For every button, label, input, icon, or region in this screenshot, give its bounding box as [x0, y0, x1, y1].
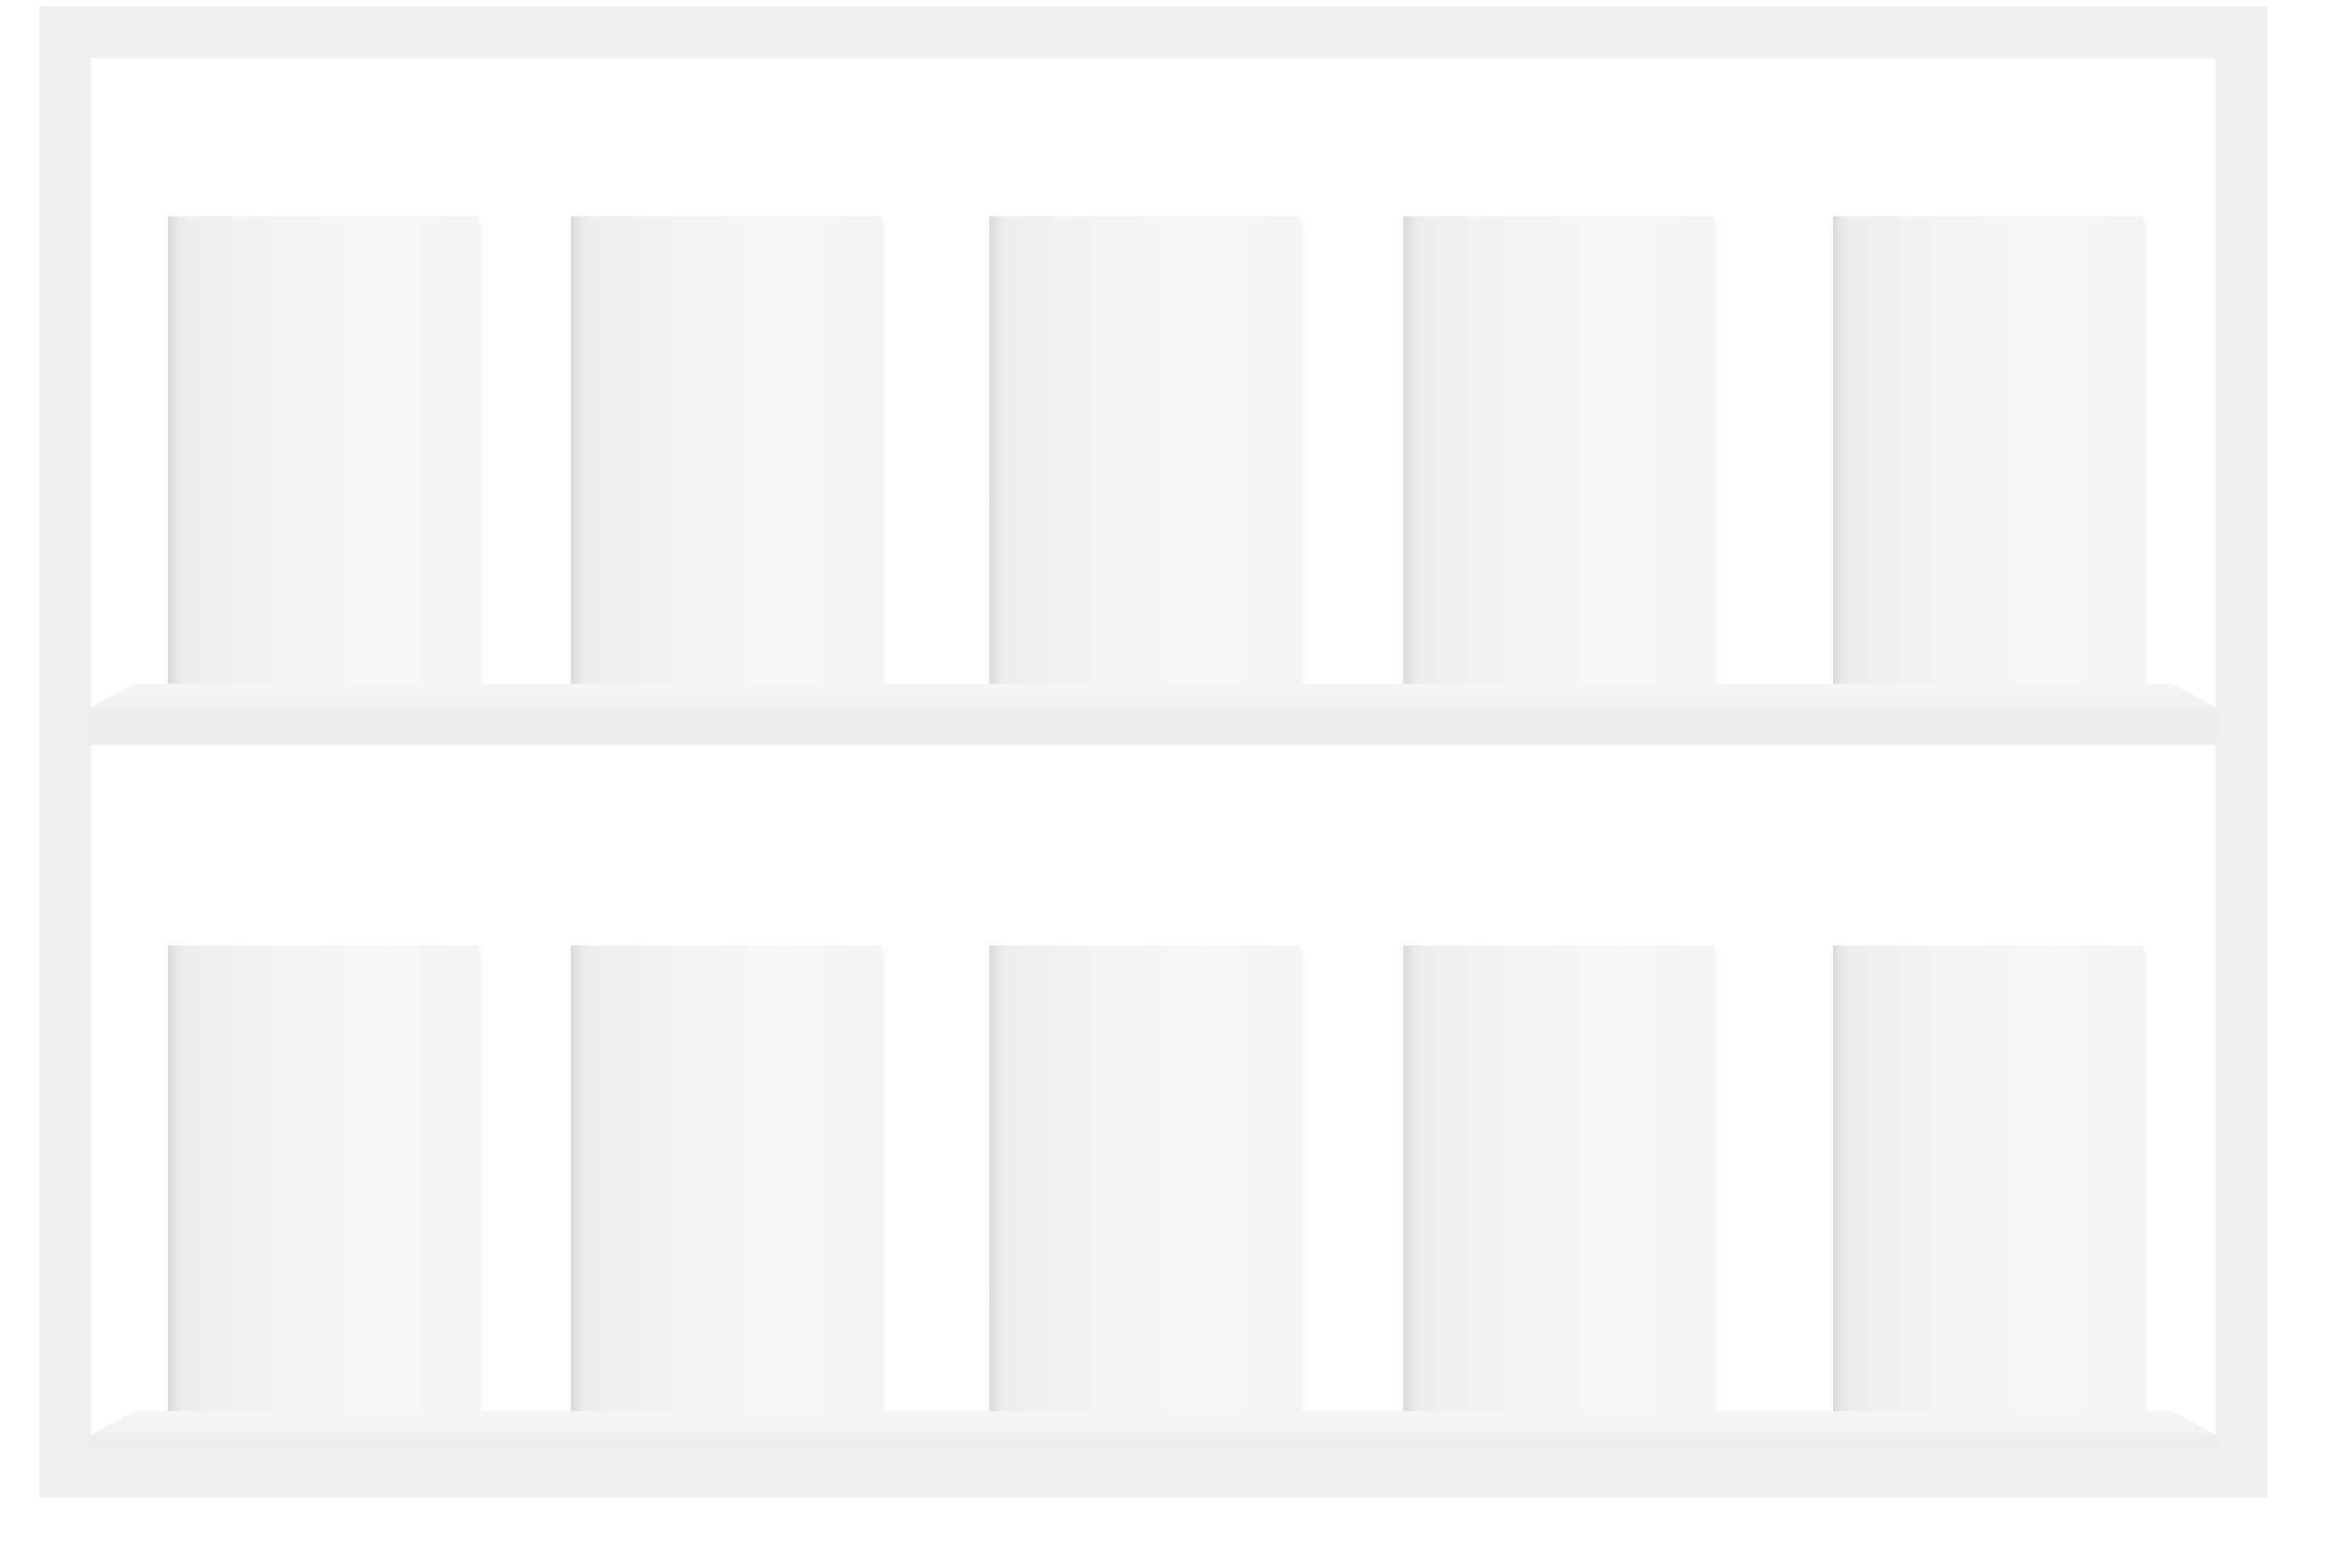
shelf-front-edge [91, 707, 2216, 745]
shelf-frame-right [2216, 6, 2267, 1497]
blank-book [1403, 946, 1714, 1428]
shelf-board-upper [91, 684, 2216, 745]
blank-book [989, 216, 1300, 699]
blank-book [1833, 216, 2143, 699]
shelf-frame-left [39, 6, 91, 1497]
blank-book [1403, 216, 1714, 699]
blank-book [168, 216, 478, 699]
shelf-surface [91, 1411, 2216, 1435]
blank-book [571, 216, 881, 699]
shelf-frame-bottom [39, 1447, 2267, 1497]
blank-book [1833, 946, 2143, 1428]
shelf-surface [91, 684, 2216, 707]
blank-book [571, 946, 881, 1428]
blank-book [168, 946, 478, 1428]
shelf-frame-top [39, 6, 2266, 58]
blank-book [989, 946, 1300, 1428]
